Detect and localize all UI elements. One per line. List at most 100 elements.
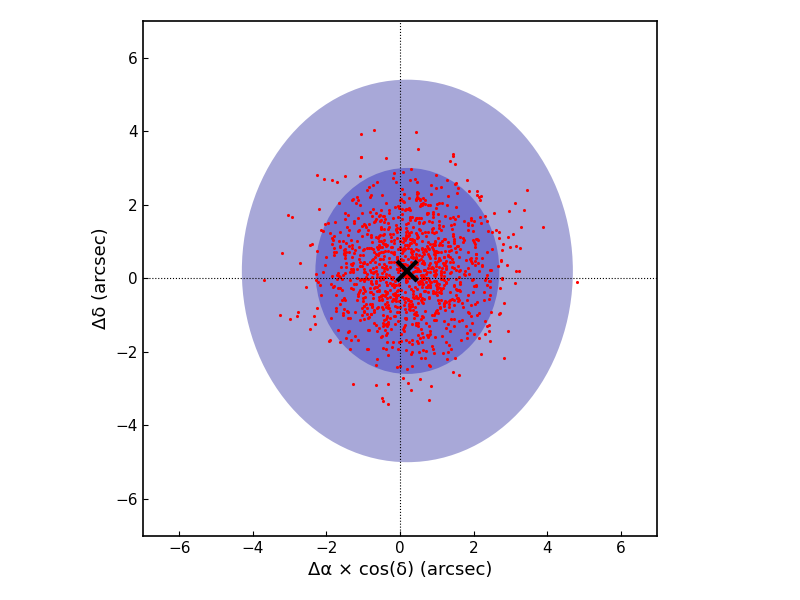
Point	[385, 272, 398, 282]
Point	[509, 278, 522, 287]
Point	[299, 283, 312, 292]
Point	[410, 291, 422, 301]
Point	[447, 219, 460, 229]
Point	[399, 293, 412, 303]
Point	[374, 211, 386, 220]
Point	[354, 261, 366, 271]
Point	[409, 214, 422, 223]
Point	[464, 326, 477, 335]
Point	[416, 279, 429, 289]
Point	[400, 277, 413, 287]
Point	[379, 330, 392, 340]
Point	[400, 307, 413, 316]
Point	[397, 256, 410, 265]
Point	[450, 285, 463, 295]
Point	[398, 190, 410, 199]
Point	[347, 280, 360, 289]
Point	[354, 286, 366, 295]
Point	[410, 320, 422, 330]
Point	[410, 274, 423, 283]
Point	[438, 298, 450, 307]
Point	[412, 318, 425, 328]
Point	[415, 293, 428, 303]
Point	[537, 222, 550, 232]
Point	[410, 271, 422, 281]
Point	[432, 247, 445, 257]
Point	[462, 187, 475, 196]
Point	[407, 313, 420, 323]
Point	[373, 287, 386, 296]
Point	[390, 290, 402, 300]
Point	[399, 275, 412, 284]
Point	[351, 195, 364, 205]
Point	[399, 251, 412, 260]
Point	[454, 286, 466, 296]
Point	[470, 249, 482, 259]
Point	[374, 217, 386, 226]
Point	[309, 319, 322, 328]
Point	[417, 218, 430, 227]
Point	[453, 285, 466, 295]
Point	[362, 326, 374, 335]
Point	[402, 205, 414, 214]
Point	[346, 264, 359, 274]
Point	[486, 227, 498, 236]
Point	[334, 242, 346, 251]
Point	[466, 235, 479, 244]
Point	[352, 242, 365, 252]
Point	[437, 252, 450, 262]
Point	[393, 296, 406, 305]
Point	[424, 280, 437, 290]
Point	[390, 280, 402, 290]
Point	[332, 283, 345, 293]
Point	[344, 344, 357, 354]
Point	[418, 199, 431, 209]
Y-axis label: Δδ (arcsec): Δδ (arcsec)	[92, 227, 110, 329]
Point	[404, 227, 417, 237]
Point	[405, 257, 418, 267]
Point	[358, 314, 370, 324]
Point	[384, 313, 397, 323]
Point	[389, 295, 402, 305]
Ellipse shape	[315, 168, 499, 374]
Point	[316, 267, 329, 277]
Point	[470, 234, 483, 244]
Point	[434, 182, 447, 192]
Point	[358, 306, 370, 316]
Point	[396, 209, 409, 218]
Point	[436, 263, 449, 273]
Point	[326, 282, 339, 292]
Point	[390, 254, 403, 264]
Point	[434, 289, 447, 298]
Point	[467, 329, 480, 338]
Point	[406, 340, 418, 349]
Point	[362, 274, 374, 283]
Point	[432, 216, 445, 226]
Point	[378, 299, 391, 309]
Point	[357, 250, 370, 260]
Point	[429, 316, 442, 325]
Point	[414, 324, 427, 334]
Point	[275, 248, 288, 258]
Point	[413, 279, 426, 289]
X-axis label: Δα × cos(δ) (arcsec): Δα × cos(δ) (arcsec)	[308, 561, 492, 579]
Point	[387, 290, 400, 300]
Point	[330, 303, 342, 313]
Point	[318, 174, 330, 184]
Point	[411, 245, 424, 255]
Point	[395, 248, 408, 258]
Point	[427, 344, 440, 353]
Point	[381, 280, 394, 289]
Point	[406, 361, 418, 371]
Point	[358, 257, 370, 267]
Point	[411, 293, 424, 303]
Point	[393, 280, 406, 290]
Point	[409, 308, 422, 318]
Point	[382, 224, 394, 233]
Point	[438, 268, 450, 277]
Point	[389, 288, 402, 298]
Point	[406, 254, 419, 263]
Point	[338, 293, 350, 302]
Point	[442, 275, 454, 284]
Point	[443, 252, 456, 262]
